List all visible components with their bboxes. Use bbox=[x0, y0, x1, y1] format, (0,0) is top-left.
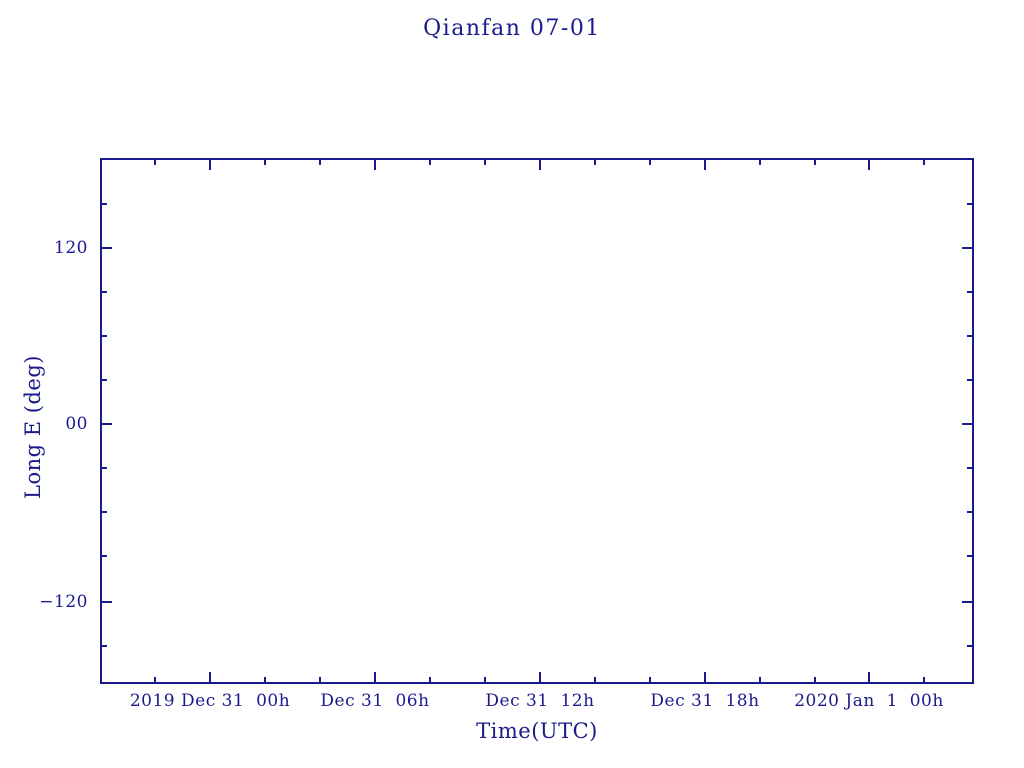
y-tick-left bbox=[100, 423, 112, 425]
plot-data-canvas bbox=[102, 160, 976, 686]
x-tick-bottom bbox=[594, 677, 596, 684]
x-tick-bottom bbox=[374, 672, 376, 684]
x-tick-top bbox=[539, 158, 541, 170]
y-tick-left bbox=[100, 467, 107, 469]
x-tick-top bbox=[484, 158, 486, 165]
y-tick-right bbox=[967, 511, 974, 513]
x-tick-top bbox=[429, 158, 431, 165]
y-tick-right bbox=[967, 645, 974, 647]
x-axis-title: Time(UTC) bbox=[476, 719, 598, 743]
y-tick-left bbox=[100, 291, 107, 293]
y-tick-right bbox=[967, 467, 974, 469]
x-tick-top bbox=[923, 158, 925, 165]
x-tick-bottom bbox=[923, 677, 925, 684]
x-tick-bottom bbox=[868, 672, 870, 684]
y-tick-left bbox=[100, 335, 107, 337]
x-tick-top bbox=[264, 158, 266, 165]
x-tick-top bbox=[319, 158, 321, 165]
x-tick-top bbox=[374, 158, 376, 170]
x-tick-label: 2020 Jan 1 00h bbox=[794, 691, 944, 711]
x-tick-top bbox=[704, 158, 706, 170]
x-tick-bottom bbox=[759, 677, 761, 684]
y-tick-right bbox=[967, 291, 974, 293]
x-tick-bottom bbox=[319, 677, 321, 684]
y-tick-right bbox=[962, 601, 974, 603]
y-tick-right bbox=[962, 247, 974, 249]
y-tick-left bbox=[100, 247, 112, 249]
x-tick-top bbox=[209, 158, 211, 170]
chart-title: Qianfan 07-01 bbox=[423, 16, 601, 41]
y-tick-left bbox=[100, 555, 107, 557]
y-tick-label: 00 bbox=[65, 414, 88, 434]
y-tick-right bbox=[967, 379, 974, 381]
x-tick-top bbox=[759, 158, 761, 165]
x-tick-label: Dec 31 06h bbox=[320, 691, 430, 711]
y-axis-title: Long E (deg) bbox=[21, 355, 45, 499]
y-tick-left bbox=[100, 379, 107, 381]
x-tick-bottom bbox=[264, 677, 266, 684]
y-tick-left bbox=[100, 203, 107, 205]
y-tick-label: −120 bbox=[39, 592, 88, 612]
y-tick-right bbox=[967, 335, 974, 337]
y-tick-left bbox=[100, 601, 112, 603]
x-tick-bottom bbox=[154, 677, 156, 684]
x-tick-bottom bbox=[539, 672, 541, 684]
x-tick-label: 2019 Dec 31 00h bbox=[129, 691, 291, 711]
x-tick-bottom bbox=[429, 677, 431, 684]
x-tick-bottom bbox=[814, 677, 816, 684]
x-tick-top bbox=[814, 158, 816, 165]
y-tick-label: 120 bbox=[54, 238, 88, 258]
x-tick-label: Dec 31 18h bbox=[650, 691, 760, 711]
x-tick-top bbox=[868, 158, 870, 170]
y-tick-left bbox=[100, 645, 107, 647]
x-tick-bottom bbox=[704, 672, 706, 684]
x-tick-bottom bbox=[484, 677, 486, 684]
x-tick-bottom bbox=[649, 677, 651, 684]
y-tick-right bbox=[967, 555, 974, 557]
x-tick-top bbox=[154, 158, 156, 165]
x-tick-top bbox=[649, 158, 651, 165]
y-tick-right bbox=[967, 203, 974, 205]
y-tick-left bbox=[100, 511, 107, 513]
x-tick-top bbox=[594, 158, 596, 165]
plot-area bbox=[100, 158, 974, 684]
x-tick-label: Dec 31 12h bbox=[485, 691, 595, 711]
y-tick-right bbox=[962, 423, 974, 425]
x-tick-bottom bbox=[209, 672, 211, 684]
